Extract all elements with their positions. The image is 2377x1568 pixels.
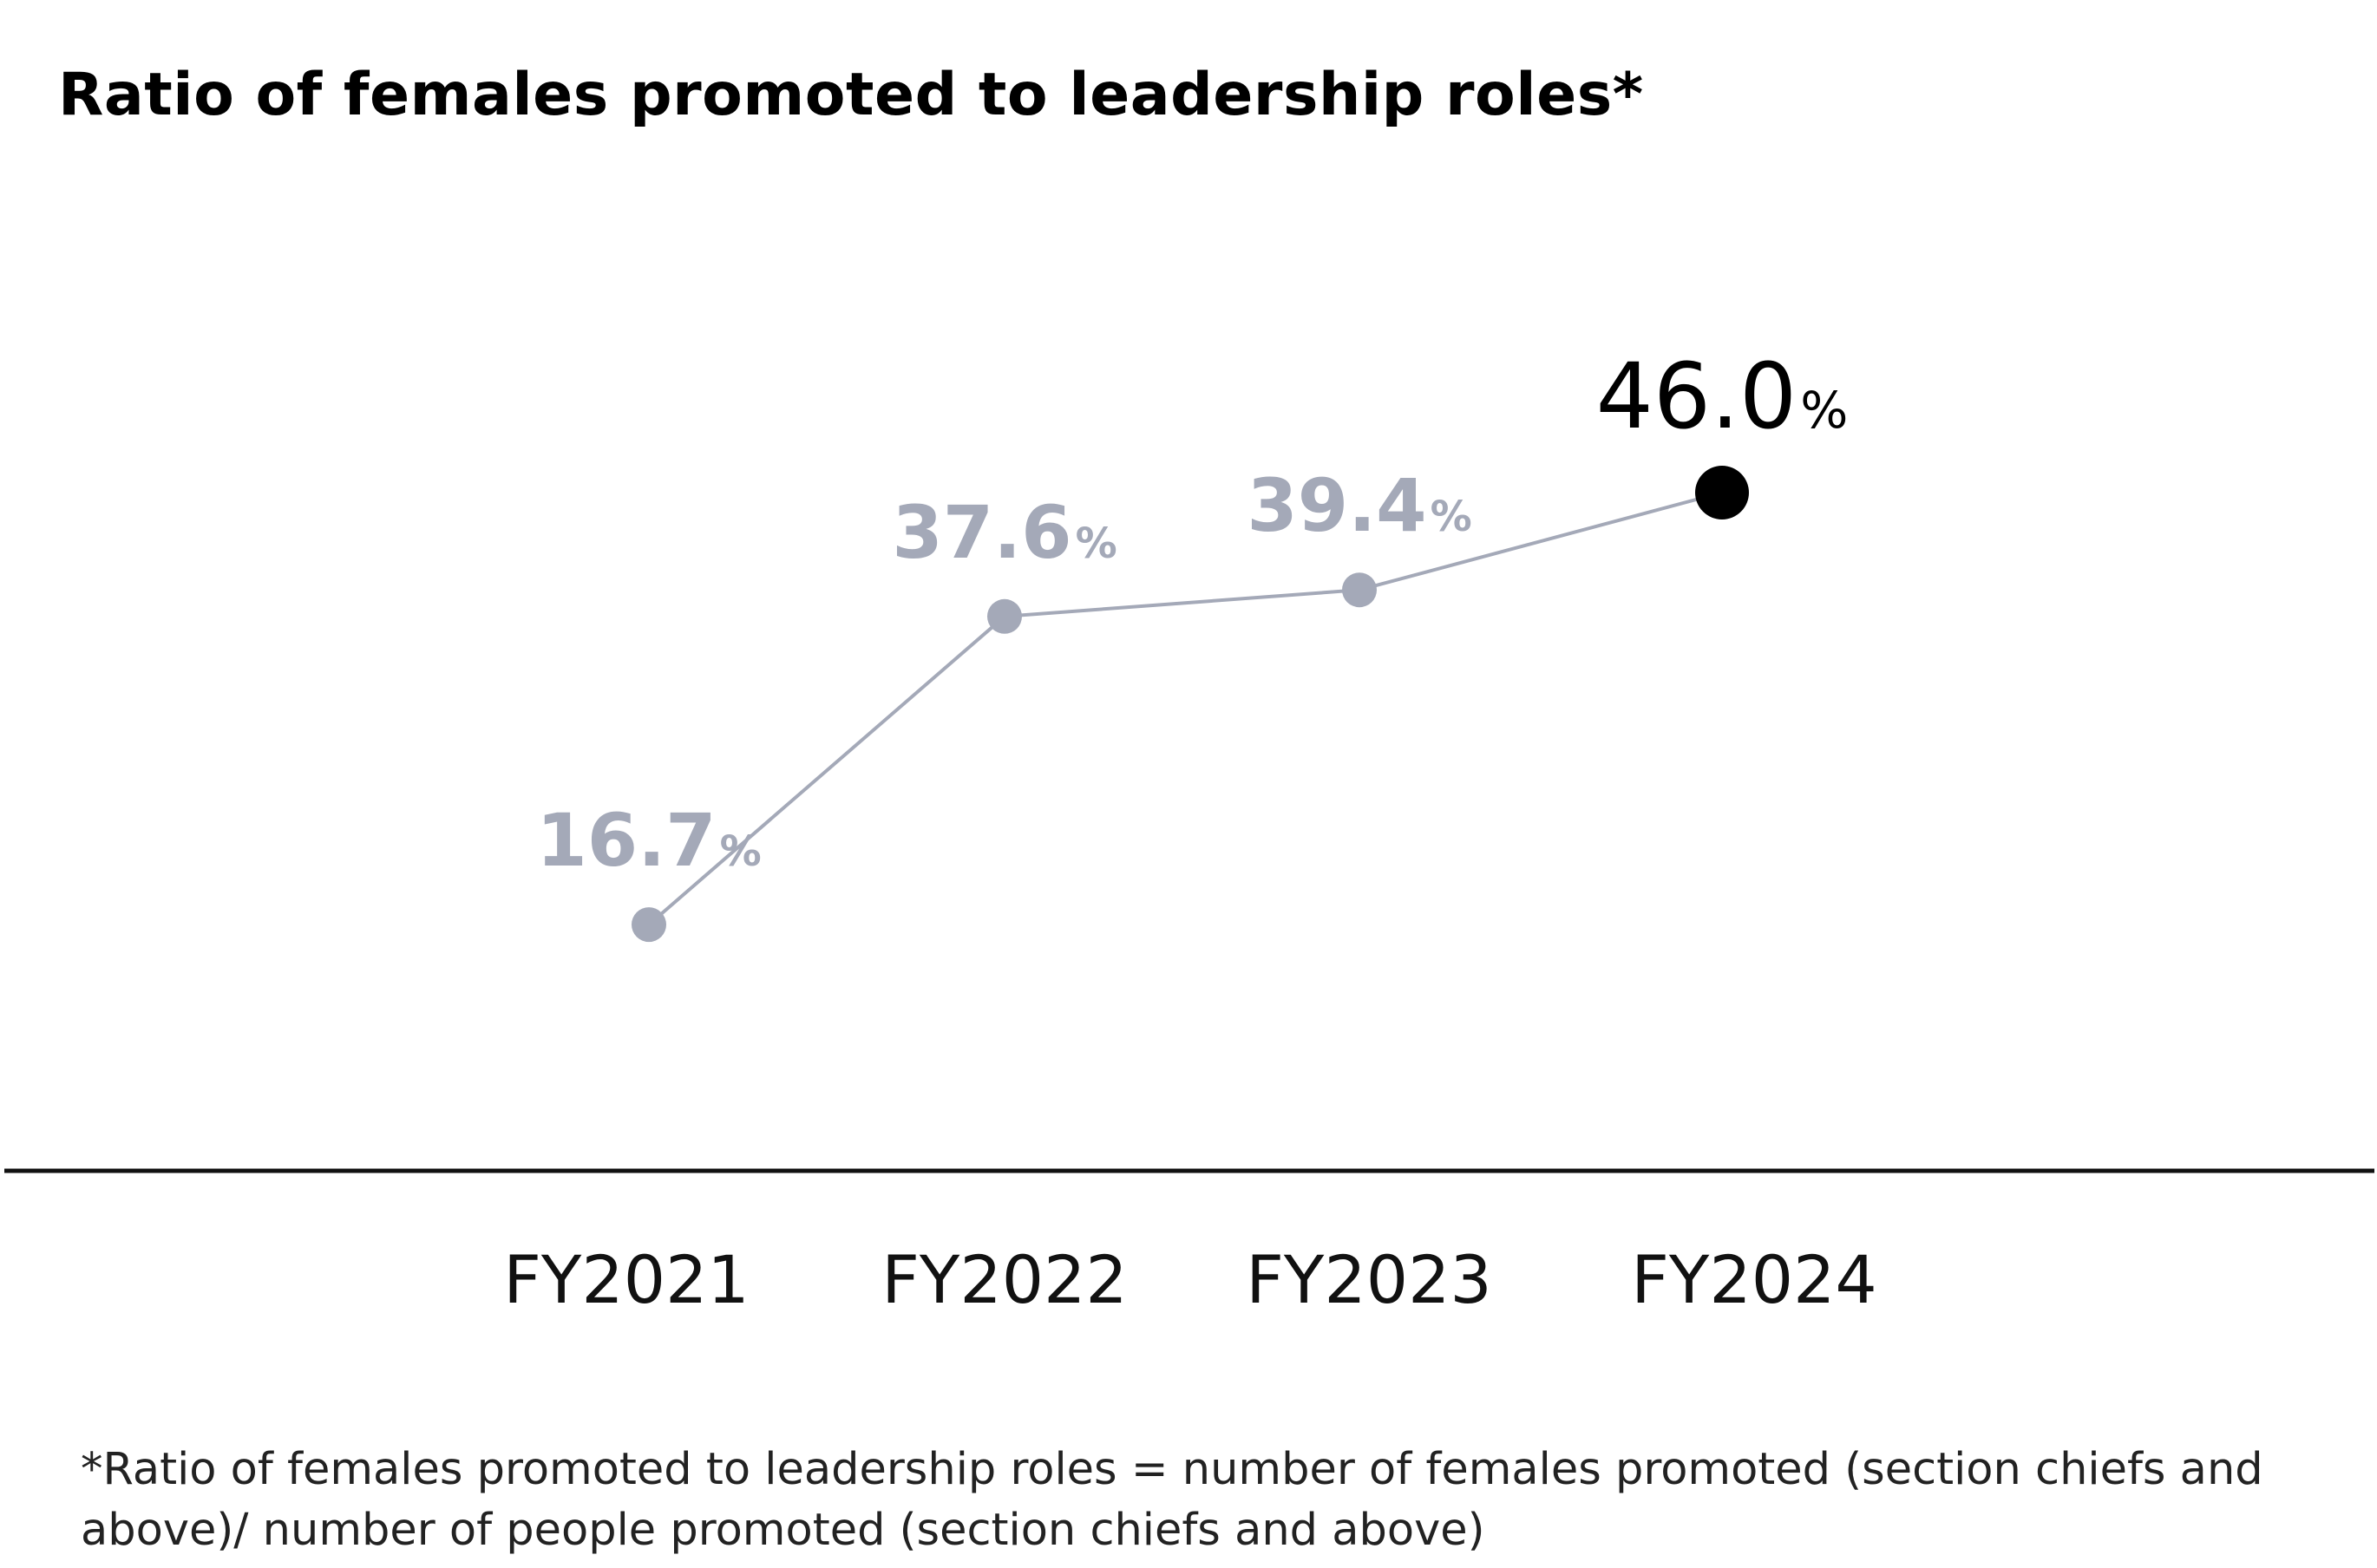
series-line	[647, 491, 1723, 926]
x-tick-label-fy2022: FY2022	[881, 1241, 1128, 1318]
data-point-fy2021	[632, 907, 666, 943]
chart-footnote: *Ratio of females promoted to leadership…	[81, 1444, 2263, 1556]
value-label-fy2022: 37.6%	[892, 490, 1116, 575]
data-point-fy2022	[987, 598, 1022, 634]
chart-title: Ratio of females promoted to leadership …	[58, 61, 1644, 129]
x-tick-label-fy2024: FY2024	[1631, 1241, 1877, 1318]
value-label-fy2023: 39.4%	[1247, 463, 1471, 548]
value-label-fy2021: 16.7%	[536, 798, 761, 883]
data-point-fy2023	[1342, 572, 1377, 608]
data-point-fy2024	[1695, 466, 1749, 519]
x-tick-label-fy2023: FY2023	[1246, 1241, 1492, 1318]
x-tick-label-fy2021: FY2021	[503, 1241, 750, 1318]
value-label-fy2024: 46.0%	[1596, 343, 1849, 449]
line-chart: 16.7% 37.6% 39.4% 46.0% FY2021 FY2022 FY2023 F…	[4, 343, 2374, 1318]
